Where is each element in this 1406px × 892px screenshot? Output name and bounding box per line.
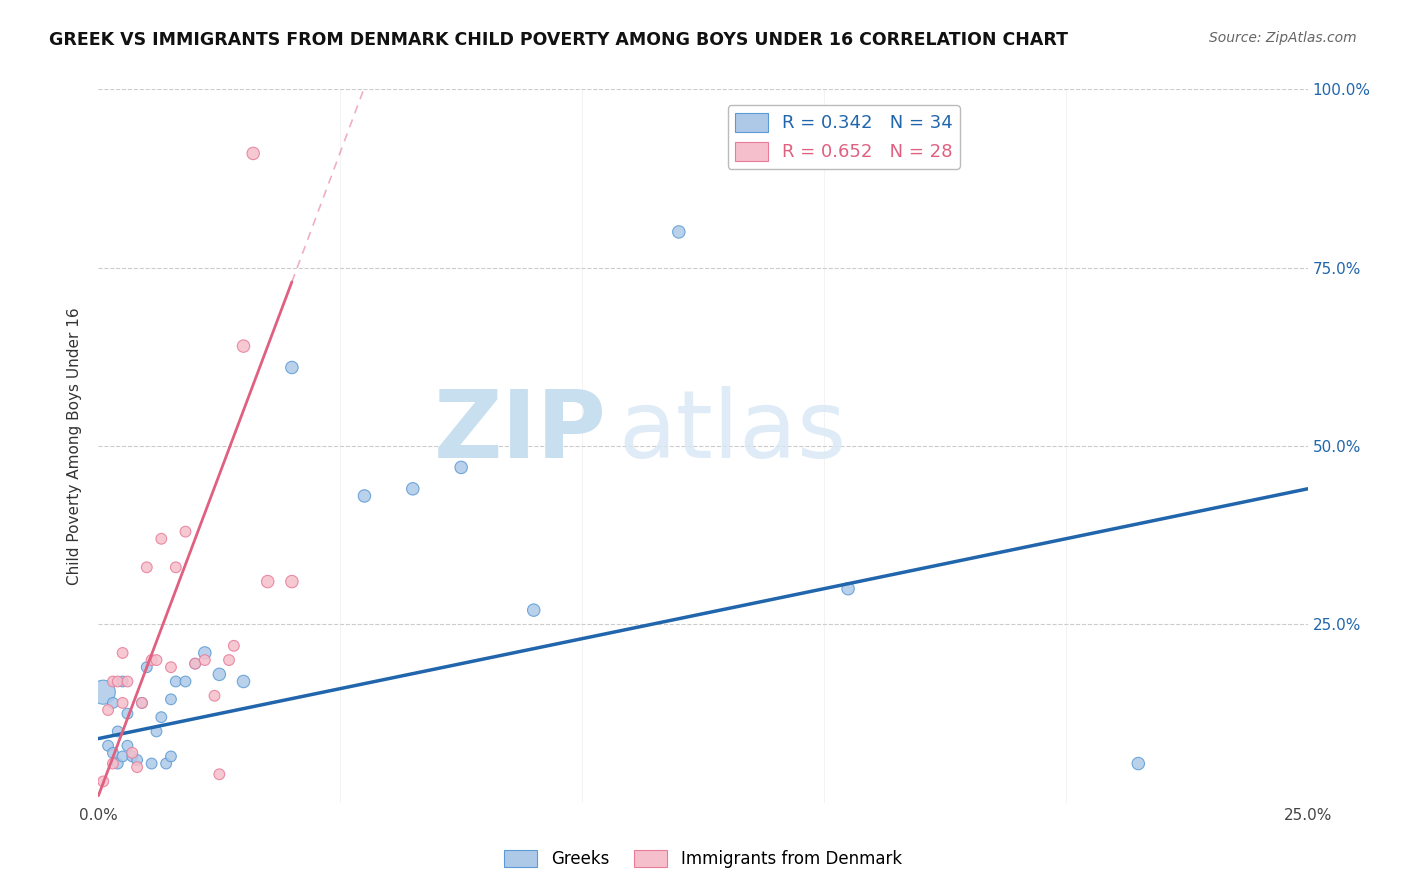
Point — [101, 756, 124, 771]
Point — [232, 339, 254, 353]
Text: atlas: atlas — [619, 385, 846, 478]
Point — [160, 749, 183, 764]
Point — [135, 660, 157, 674]
Point — [174, 524, 197, 539]
Point — [111, 646, 134, 660]
Legend: Greeks, Immigrants from Denmark: Greeks, Immigrants from Denmark — [498, 843, 908, 875]
Point — [135, 560, 157, 574]
Point — [281, 574, 304, 589]
Point — [208, 667, 231, 681]
Point — [222, 639, 245, 653]
Point — [174, 674, 197, 689]
Point — [91, 685, 114, 699]
Point — [194, 653, 217, 667]
Point — [107, 756, 129, 771]
Point — [353, 489, 375, 503]
Point — [160, 692, 183, 706]
Point — [165, 560, 187, 574]
Point — [91, 774, 114, 789]
Point — [121, 746, 143, 760]
Point — [97, 739, 120, 753]
Point — [107, 674, 129, 689]
Point — [837, 582, 859, 596]
Point — [1128, 756, 1150, 771]
Text: ZIP: ZIP — [433, 385, 606, 478]
Point — [256, 574, 278, 589]
Point — [111, 674, 134, 689]
Point — [141, 756, 163, 771]
Point — [160, 660, 183, 674]
Point — [155, 756, 177, 771]
Point — [232, 674, 254, 689]
Point — [111, 696, 134, 710]
Point — [450, 460, 472, 475]
Point — [117, 674, 139, 689]
Point — [101, 746, 124, 760]
Text: Source: ZipAtlas.com: Source: ZipAtlas.com — [1209, 31, 1357, 45]
Point — [402, 482, 425, 496]
Point — [218, 653, 240, 667]
Point — [281, 360, 304, 375]
Point — [668, 225, 690, 239]
Point — [111, 749, 134, 764]
Point — [184, 657, 207, 671]
Point — [523, 603, 546, 617]
Point — [204, 689, 226, 703]
Point — [97, 703, 120, 717]
Point — [117, 706, 139, 721]
Point — [131, 696, 153, 710]
Point — [107, 724, 129, 739]
Point — [208, 767, 231, 781]
Point — [145, 653, 167, 667]
Point — [242, 146, 264, 161]
Point — [127, 760, 149, 774]
Point — [101, 674, 124, 689]
Point — [150, 532, 173, 546]
Point — [165, 674, 187, 689]
Point — [131, 696, 153, 710]
Point — [127, 753, 149, 767]
Point — [121, 749, 143, 764]
Legend: R = 0.342   N = 34, R = 0.652   N = 28: R = 0.342 N = 34, R = 0.652 N = 28 — [728, 105, 960, 169]
Point — [184, 657, 207, 671]
Y-axis label: Child Poverty Among Boys Under 16: Child Poverty Among Boys Under 16 — [67, 307, 83, 585]
Point — [194, 646, 217, 660]
Point — [150, 710, 173, 724]
Point — [101, 696, 124, 710]
Point — [117, 739, 139, 753]
Point — [145, 724, 167, 739]
Point — [141, 653, 163, 667]
Text: GREEK VS IMMIGRANTS FROM DENMARK CHILD POVERTY AMONG BOYS UNDER 16 CORRELATION C: GREEK VS IMMIGRANTS FROM DENMARK CHILD P… — [49, 31, 1069, 49]
